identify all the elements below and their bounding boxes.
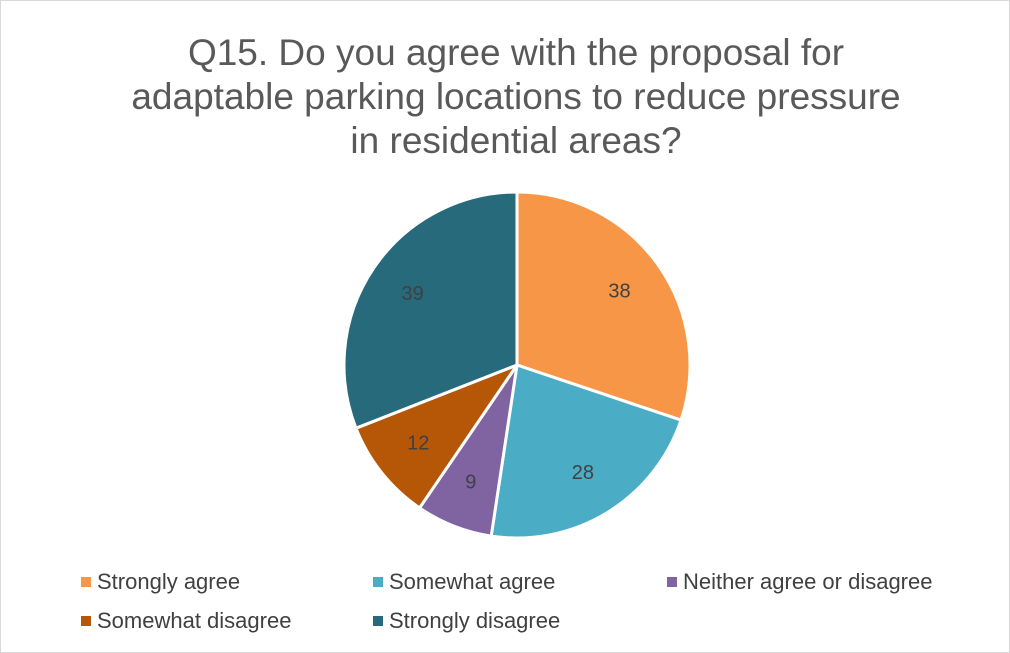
data-label: 38 [608,280,630,302]
legend-item-strongly-agree: Strongly agree [81,569,240,595]
legend-label: Strongly disagree [389,608,561,633]
pie-slice-strongly-disagree [342,190,519,430]
pie-slice-somewhat-agree [489,363,683,540]
legend-swatch [373,616,383,626]
legend-item-strongly-disagree: Strongly disagree [373,608,560,634]
data-label: 12 [407,433,429,455]
legend-swatch [373,577,383,587]
legend-label: Somewhat disagree [97,608,292,633]
legend-label: Neither agree or disagree [683,569,933,594]
legend-item-neither: Neither agree or disagree [667,569,932,595]
chart-title-line-2: adaptable parking locations to reduce pr… [131,76,901,117]
data-label: 9 [465,472,476,494]
pie-slice-somewhat-disagree [354,363,519,510]
legend-swatch [81,616,91,626]
legend-label: Somewhat agree [389,569,556,594]
data-label: 28 [572,462,594,484]
chart-title-line-1: Q15. Do you agree with the proposal for [187,32,845,73]
legend-item-somewhat-disagree: Somewhat disagree [81,608,291,634]
legend-swatch [81,577,91,587]
chart-title: Q15. Do you agree with the proposal for … [41,31,991,163]
legend-item-somewhat-agree: Somewhat agree [373,569,555,595]
chart-title-line-3: in residential areas? [350,120,682,161]
legend-swatch [667,577,677,587]
pie-slice-strongly-agree [515,190,692,422]
data-label: 39 [402,283,424,305]
legend-label: Strongly agree [97,569,241,594]
